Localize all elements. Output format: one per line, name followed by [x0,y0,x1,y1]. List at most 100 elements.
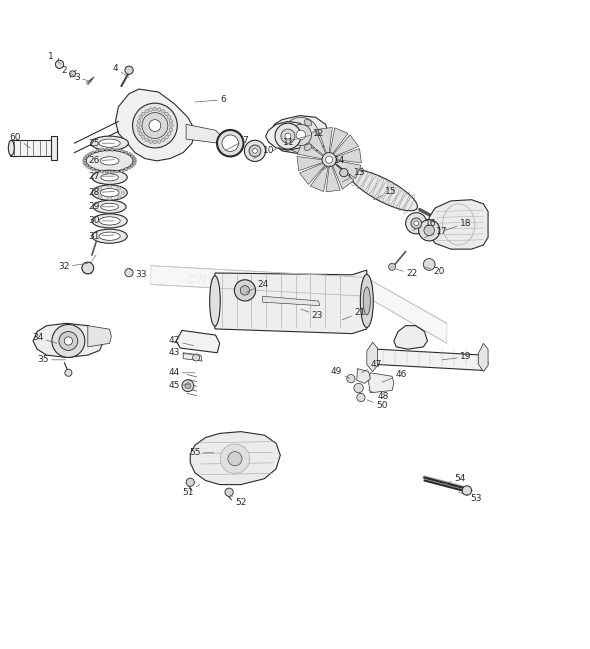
Polygon shape [297,156,323,171]
Text: 12: 12 [289,129,325,141]
Polygon shape [318,127,332,153]
Circle shape [87,167,89,169]
Text: 2: 2 [61,66,76,77]
Text: 48: 48 [369,391,389,401]
Circle shape [170,124,173,127]
Circle shape [94,191,98,195]
Circle shape [145,110,149,113]
Circle shape [93,169,94,171]
Circle shape [424,225,434,236]
Circle shape [116,149,119,152]
Polygon shape [297,141,323,159]
Circle shape [106,172,108,173]
Circle shape [99,187,102,190]
Circle shape [113,172,115,173]
Polygon shape [369,373,394,393]
Circle shape [135,160,137,162]
Circle shape [83,158,85,159]
Ellipse shape [284,131,290,139]
Circle shape [111,171,114,173]
Circle shape [168,132,171,136]
Polygon shape [310,165,328,191]
Circle shape [113,149,115,150]
Circle shape [122,191,125,195]
Text: 31: 31 [88,232,114,241]
Text: 17: 17 [424,227,448,238]
Polygon shape [266,121,310,151]
Circle shape [111,149,114,151]
Circle shape [99,171,100,173]
Polygon shape [183,353,202,361]
Circle shape [133,165,135,167]
Circle shape [134,164,136,165]
Text: 54: 54 [442,474,466,485]
Circle shape [83,162,85,164]
Circle shape [132,162,135,165]
Circle shape [83,159,84,161]
Text: 18: 18 [445,219,471,230]
Circle shape [96,169,99,172]
Circle shape [123,170,125,171]
Circle shape [357,393,365,402]
Text: 29: 29 [88,202,114,212]
Circle shape [228,452,242,466]
Polygon shape [300,163,325,184]
Text: 25: 25 [88,139,114,148]
Polygon shape [330,128,348,154]
Circle shape [86,155,88,158]
Text: 44: 44 [169,368,195,377]
Circle shape [102,171,104,173]
Circle shape [244,140,266,162]
Ellipse shape [217,130,244,156]
Circle shape [134,156,136,158]
Circle shape [240,286,250,295]
Polygon shape [51,136,57,160]
Circle shape [55,60,64,68]
Text: 55: 55 [189,448,214,458]
Circle shape [102,149,104,150]
Text: 47: 47 [362,360,382,373]
Text: 49: 49 [330,367,350,378]
Circle shape [169,128,173,132]
Text: 53: 53 [458,492,482,502]
Circle shape [125,269,133,277]
Circle shape [220,444,250,473]
Circle shape [125,66,133,75]
Ellipse shape [92,170,127,184]
Text: 52: 52 [230,495,247,507]
Circle shape [100,170,103,173]
Circle shape [106,148,108,150]
Circle shape [126,169,128,171]
Circle shape [99,195,102,199]
Polygon shape [190,432,280,485]
Polygon shape [263,296,320,306]
Text: 45: 45 [169,381,189,390]
Circle shape [120,171,122,173]
Circle shape [354,384,363,393]
Polygon shape [429,200,488,249]
Ellipse shape [8,140,14,156]
Circle shape [126,151,128,153]
Circle shape [275,123,301,149]
Text: 60: 60 [9,133,30,148]
Circle shape [52,324,85,358]
Circle shape [225,488,233,496]
Circle shape [123,150,125,152]
Text: 22: 22 [396,269,417,278]
Circle shape [117,149,119,151]
Text: 21: 21 [342,308,365,320]
Circle shape [249,145,261,157]
Circle shape [84,157,87,160]
Circle shape [253,149,257,153]
Circle shape [86,165,87,167]
Circle shape [347,374,355,383]
Text: 4: 4 [113,64,129,77]
Circle shape [108,185,112,188]
Ellipse shape [91,136,129,151]
Circle shape [128,153,131,156]
Text: 30: 30 [88,216,114,225]
Circle shape [117,171,119,173]
Circle shape [137,128,141,132]
Polygon shape [215,270,367,334]
Ellipse shape [222,135,238,151]
